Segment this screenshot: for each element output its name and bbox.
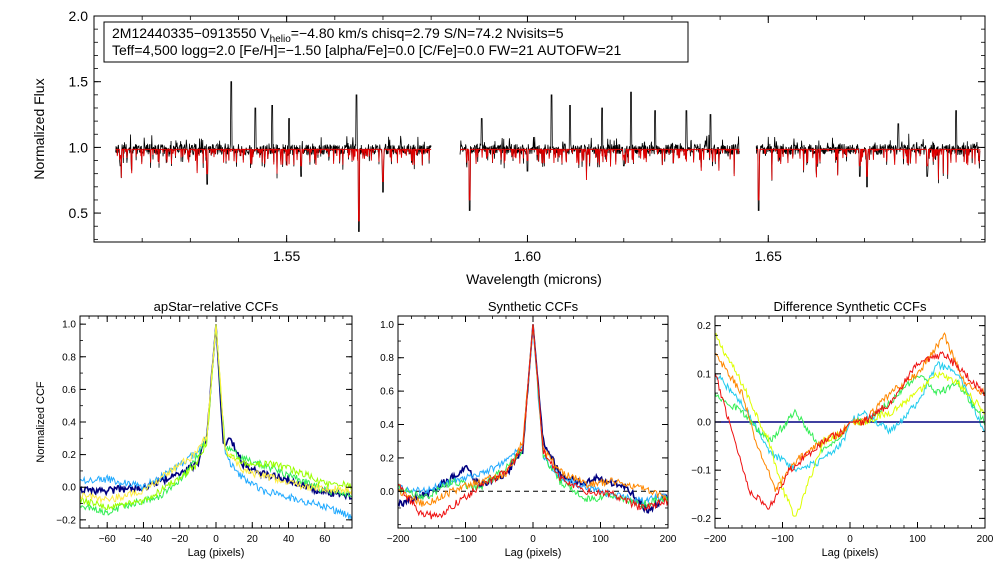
spectrum-y-tick-label: 1.5 [69, 74, 89, 90]
spectrum-x-tick-label: 1.55 [273, 248, 300, 264]
difference-ccf-x-axis-label: Lag (pixels) [822, 547, 879, 559]
apstar-x-tick-label: −40 [135, 534, 152, 545]
synthetic-y-tick-label: 0.8 [380, 353, 394, 364]
synthetic-y-tick-label: 0.2 [380, 453, 394, 464]
difference-series-visit-6 [715, 351, 985, 510]
info-line-1-prefix: 2M12440335−0913550 V [112, 25, 270, 41]
info-line-1-subscript: helio [270, 34, 292, 45]
difference-x-tick-label: −200 [704, 534, 727, 545]
difference-y-tick-label: −0.2 [691, 514, 711, 525]
spectrum-y-tick-label: 1.0 [69, 139, 89, 155]
spectrum-x-axis-label: Wavelength (microns) [466, 271, 602, 287]
difference-ccf-plot-area [715, 332, 985, 517]
spectrum-x-tick-label: 1.65 [755, 248, 782, 264]
spectrum-plot-area [115, 81, 981, 232]
apstar-y-tick-label: 0.2 [62, 450, 76, 461]
spectrum-observed-line [755, 110, 981, 211]
synthetic-y-tick-label: 1.0 [380, 320, 394, 331]
apstar-ccf-plot-area [80, 324, 352, 521]
synthetic-series-visit-5 [398, 324, 668, 520]
apstar-y-tick-label: 0.8 [62, 352, 76, 363]
difference-y-tick-label: −0.1 [691, 466, 711, 477]
synthetic-series-visit-3 [398, 324, 668, 510]
apstar-y-tick-label: 1.0 [62, 320, 76, 331]
apstar-y-tick-label: 0.0 [62, 483, 76, 494]
apstar-ccf-title: apStar−relative CCFs [154, 299, 279, 314]
spectrum-panel: 1.55 1.60 1.65 0.5 1.0 1.5 2.0 2M12440335−0913… [31, 8, 986, 287]
apstar-x-tick-label: 20 [247, 534, 259, 545]
apstar-x-tick-label: 0 [213, 534, 219, 545]
apstar-x-tick-label: 60 [319, 534, 331, 545]
synthetic-x-tick-label: −100 [454, 534, 477, 545]
difference-y-tick-label: 0.0 [697, 418, 711, 429]
spectrum-axes: 1.55 1.60 1.65 0.5 1.0 1.5 2.0 [69, 8, 985, 264]
synthetic-series-visit-2 [398, 327, 668, 505]
apstar-y-tick-label: 0.6 [62, 385, 76, 396]
spectrum-model-line [460, 148, 740, 201]
difference-ccf-title: Difference Synthetic CCFs [774, 299, 927, 314]
info-line-1: 2M12440335−0913550 Vhelio=−4.80 km/s chi… [112, 25, 564, 45]
synthetic-y-tick-label: 0.6 [380, 387, 394, 398]
spectrum-frame [93, 15, 986, 243]
difference-x-tick-label: −100 [771, 534, 794, 545]
synthetic-series-visit-4 [398, 324, 668, 507]
synthetic-ccf-plot-area [398, 324, 668, 520]
difference-x-tick-label: 100 [909, 534, 926, 545]
synthetic-x-tick-label: 0 [530, 534, 536, 545]
spectrum-y-axis-label: Normalized Flux [31, 78, 47, 179]
apstar-series-visit-5 [80, 324, 352, 505]
info-line-1-suffix: =−4.80 km/s chisq=2.79 S/N=74.2 Nvisits=… [291, 25, 564, 41]
difference-y-tick-label: 0.2 [697, 321, 711, 332]
spectrum-y-tick-label: 0.5 [69, 205, 89, 221]
apstar-series-visit-4 [80, 324, 352, 511]
apstar-ccf-frame [79, 315, 353, 529]
synthetic-ccf-axes: −200 −100 0 100 200 0.0 0.2 0.4 0.6 0.8 1.0 [380, 316, 677, 545]
synthetic-y-tick-label: 0.0 [380, 487, 394, 498]
difference-ccf-axes: −200 −100 0 100 200 −0.2 −0.1 0.0 0.1 0.2 [691, 315, 994, 545]
info-line-2: Teff=4,500 logg=2.0 [Fe/H]=−1.50 [alpha/… [112, 42, 621, 58]
apstar-x-tick-label: 40 [283, 534, 295, 545]
synthetic-y-tick-label: 0.4 [380, 420, 394, 431]
spectrum-x-tick-label: 1.60 [514, 248, 541, 264]
spectrum-y-tick-label: 2.0 [69, 8, 89, 24]
apstar-ccf-y-axis-label: Normalized CCF [35, 381, 47, 463]
info-box [103, 21, 689, 63]
apstar-ccf-x-axis-label: Lag (pixels) [188, 547, 245, 559]
difference-x-tick-label: 0 [847, 534, 853, 545]
spectrum-model-line [756, 148, 981, 201]
synthetic-ccf-x-axis-label: Lag (pixels) [505, 547, 562, 559]
synthetic-x-tick-label: 100 [592, 534, 609, 545]
apstar-ccf-panel: apStar−relative CCFs −60 −40 −20 0 20 40 60 −0.… [35, 299, 353, 559]
difference-ccf-panel: Difference Synthetic CCFs −200 −100 0 100 20… [691, 299, 994, 559]
spectrum-model-line [115, 148, 432, 222]
synthetic-x-tick-label: −200 [387, 534, 410, 545]
synthetic-ccf-title: Synthetic CCFs [488, 299, 579, 314]
synthetic-x-tick-label: 200 [660, 534, 677, 545]
apstar-ccf-axes: −60 −40 −20 0 20 40 60 −0.2 0.0 0.2 0.4 0.6 0.8 1.0 [56, 316, 353, 545]
difference-y-tick-label: 0.1 [697, 369, 711, 380]
synthetic-ccf-panel: Synthetic CCFs −200 −100 0 100 200 0.0 0.2 0.4 0… [380, 299, 677, 559]
difference-x-tick-label: 200 [977, 534, 994, 545]
apstar-y-tick-label: −0.2 [56, 515, 76, 526]
apstar-x-tick-label: −60 [99, 534, 116, 545]
apstar-y-tick-label: 0.4 [62, 418, 76, 429]
apstar-x-tick-label: −20 [171, 534, 188, 545]
